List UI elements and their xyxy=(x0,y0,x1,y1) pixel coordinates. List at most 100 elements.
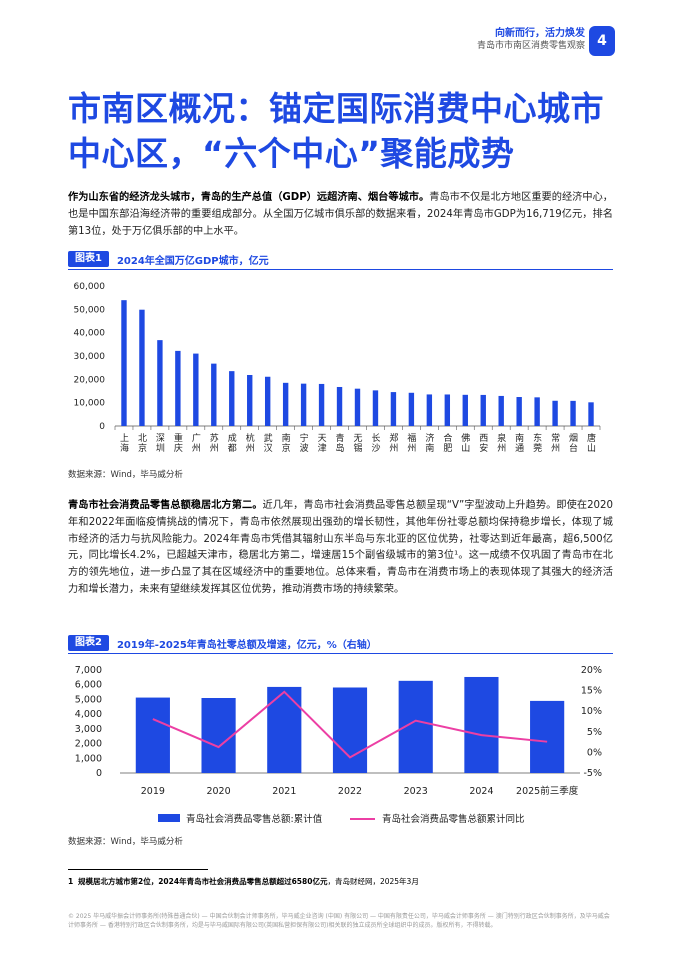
x-tick-label-char: 郑 xyxy=(389,432,398,444)
y-right-tick-label: 5% xyxy=(587,727,602,738)
x-tick-label-char: 苏 xyxy=(210,432,219,444)
x-tick-label-char: 东 xyxy=(533,432,542,444)
x-tick-label-char: 山 xyxy=(587,443,596,454)
x-tick-label: 烟台 xyxy=(569,432,578,454)
footnote-num: 1 xyxy=(68,877,74,886)
gdp-bar xyxy=(121,300,127,426)
y-tick-label: 40,000 xyxy=(74,329,106,339)
x-tick-label-char: 莞 xyxy=(533,442,542,454)
gdp-bar xyxy=(552,400,558,426)
x-tick-label: 福州 xyxy=(407,432,416,454)
x-tick-label-char: 汉 xyxy=(264,443,273,454)
retail-bar xyxy=(332,687,368,773)
x-tick-label-char: 都 xyxy=(228,443,237,454)
figure1-source: 数据来源：Wind，毕马威分析 xyxy=(68,470,183,480)
gdp-bar xyxy=(211,363,217,426)
x-tick-label-char: 州 xyxy=(389,443,398,454)
x-tick-label-char: 庆 xyxy=(174,442,183,454)
retail-bar xyxy=(201,698,236,773)
x-tick-label-char: 广 xyxy=(192,432,201,444)
footnote-rule xyxy=(68,869,208,870)
gdp-bar xyxy=(354,388,361,426)
x-tick-label: 长沙 xyxy=(371,432,380,454)
x-tick-label-char: 南 xyxy=(425,442,434,454)
x-tick-label: 苏州 xyxy=(210,432,219,454)
retail-bar xyxy=(267,686,302,773)
x-tick-label: 成都 xyxy=(228,432,237,454)
x-tick-label-char: 安 xyxy=(479,442,488,454)
x-tick-label-char: 北 xyxy=(138,433,147,444)
x-tick-label: 2024 xyxy=(469,786,493,797)
x-tick-label-char: 京 xyxy=(138,442,147,454)
x-tick-label-char: 唐 xyxy=(587,432,596,444)
figure1-label: 图表1 2024年全国万亿GDP城市，亿元 xyxy=(68,251,269,267)
retail-bold: 青岛市社会消费品零售总额稳居北方第二。 xyxy=(68,500,263,511)
x-tick-label-char: 西 xyxy=(479,433,488,444)
gdp-bar xyxy=(570,400,576,426)
gdp-bar xyxy=(534,397,540,426)
y-right-tick-label: 20% xyxy=(581,665,602,676)
gdp-bar xyxy=(318,383,325,426)
footnote-text: ，青岛财经网，2025年3月 xyxy=(327,877,419,886)
y-left-tick-label: 2,000 xyxy=(75,739,102,750)
x-tick-label: 上海 xyxy=(120,433,129,454)
y-left-tick-label: 7,000 xyxy=(75,665,102,676)
x-tick-label-char: 上 xyxy=(120,433,129,444)
x-tick-label: 常州 xyxy=(551,432,560,454)
x-tick-label-char: 山 xyxy=(461,443,470,454)
x-tick-label-char: 沙 xyxy=(371,443,380,454)
x-tick-label: 重庆 xyxy=(174,432,183,454)
retail-paragraph: 青岛市社会消费品零售总额稳居北方第二。近几年，青岛市社会消费品零售总额呈现“V”… xyxy=(68,498,613,599)
x-tick-label: 天津 xyxy=(318,434,327,454)
intro-paragraph: 作为山东省的经济龙头城市，青岛的生产总值（GDP）远超济南、烟台等城市。青岛市不… xyxy=(68,190,613,240)
gdp-bar xyxy=(282,382,289,426)
x-tick-label-char: 通 xyxy=(515,443,524,454)
figure2-tag: 图表2 xyxy=(68,635,109,651)
retail-bar xyxy=(530,700,565,773)
x-tick-label: 广州 xyxy=(192,432,201,454)
x-tick-label: 佛山 xyxy=(461,432,470,454)
gdp-bar xyxy=(498,395,504,426)
gdp-bar xyxy=(426,394,433,426)
x-tick-label-char: 青 xyxy=(336,432,345,444)
retail-combo-chart: 0 1,000 2,000 3,000 4,000 5,000 6,000 7,000 -5% 0… xyxy=(75,665,602,825)
figure2-source: 数据来源：Wind，毕马威分析 xyxy=(68,837,183,847)
x-tick-label-char: 成 xyxy=(228,432,237,444)
x-tick-label-char: 佛 xyxy=(461,432,470,444)
x-tick-label-char: 天 xyxy=(318,434,327,444)
gdp-bar xyxy=(157,340,163,426)
page-number-badge: 4 xyxy=(589,26,615,56)
y-left-tick-label: 3,000 xyxy=(75,724,102,735)
x-tick-label-char: 烟 xyxy=(569,432,578,444)
gdp-bar xyxy=(229,371,235,426)
x-tick-label-char: 圳 xyxy=(156,443,165,454)
gdp-bar xyxy=(444,394,451,426)
x-tick-label-char: 海 xyxy=(120,442,129,454)
x-tick-label: 2022 xyxy=(338,786,362,797)
x-tick-label-char: 宁 xyxy=(300,432,309,444)
gdp-bar xyxy=(372,390,379,426)
x-tick-label-char: 常 xyxy=(551,432,560,444)
x-tick-label-char: 州 xyxy=(210,443,219,454)
figure2-rule xyxy=(68,653,613,654)
x-tick-label: 2025前三季度 xyxy=(516,785,579,797)
x-tick-label: 郑州 xyxy=(389,432,398,454)
y-left-tick-label: 1,000 xyxy=(75,753,102,764)
figure1-title: 2024年全国万亿GDP城市，亿元 xyxy=(116,255,269,267)
gdp-bar xyxy=(588,402,594,426)
x-tick-label: 青岛 xyxy=(336,432,345,454)
x-tick-label-char: 台 xyxy=(569,442,578,454)
x-tick-label: 泉州 xyxy=(497,432,506,454)
x-tick-label: 武汉 xyxy=(264,432,273,454)
x-tick-label-char: 合 xyxy=(443,432,452,444)
y-right-tick-label: 15% xyxy=(581,686,602,697)
x-tick-label: 西安 xyxy=(479,433,488,454)
x-tick-label-char: 南 xyxy=(515,432,524,444)
x-tick-label: 宁波 xyxy=(300,432,309,454)
x-tick-label-char: 州 xyxy=(192,443,201,454)
x-tick-label: 北京 xyxy=(138,433,147,454)
header-subtitle: 青岛市市南区消费零售观察 xyxy=(476,41,585,51)
x-tick-label: 深圳 xyxy=(156,433,165,454)
gdp-bar-chart: 0 10,000 20,000 30,000 40,000 50,000 60,000 上海北… xyxy=(74,282,601,454)
x-tick-label: 杭州 xyxy=(246,432,255,454)
